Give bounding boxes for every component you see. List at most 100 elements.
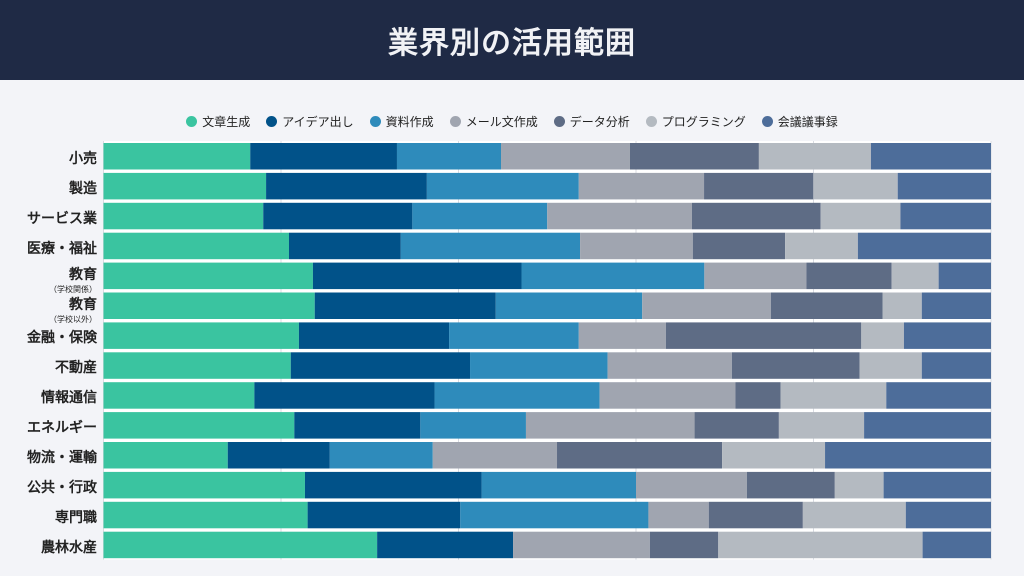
- bar-segment: [780, 382, 887, 409]
- bar-segment: [103, 143, 251, 170]
- category-label: 農林水産: [41, 539, 97, 556]
- bar-segment: [103, 501, 308, 529]
- bar-segment: [521, 262, 705, 290]
- category-label: 小売: [69, 151, 97, 167]
- category-label: 公共・行政: [27, 479, 97, 496]
- bar-segment: [377, 531, 514, 559]
- bar-segment: [400, 232, 581, 260]
- legend-label: 資料作成: [385, 115, 434, 129]
- bar-segment: [254, 382, 435, 409]
- category-label: 医療・福祉: [27, 240, 97, 257]
- bar-segment: [290, 352, 471, 379]
- legend-label: アイデア出し: [282, 115, 354, 129]
- bar-segment: [704, 262, 807, 290]
- bar-segment: [770, 292, 883, 319]
- legend-swatch: [186, 116, 198, 127]
- bar-segment: [578, 172, 705, 200]
- bar-segment: [825, 442, 991, 469]
- bar-segment: [882, 292, 922, 319]
- bar-segment: [103, 202, 264, 230]
- bar-segment: [460, 501, 649, 529]
- category-label: 物流・運輸: [27, 450, 97, 466]
- bar-segment: [547, 202, 692, 230]
- bar-segment: [692, 232, 786, 260]
- bar-segment: [900, 202, 991, 230]
- legend-swatch: [369, 116, 381, 127]
- bar-segment: [718, 531, 923, 559]
- bar-segment: [883, 471, 991, 499]
- bar-segment: [103, 232, 289, 260]
- bar-segment: [857, 232, 991, 260]
- bar-segment: [578, 322, 666, 349]
- bar-segment: [665, 322, 862, 349]
- category-label: 教育: [69, 296, 97, 313]
- bar-segment: [735, 382, 781, 409]
- bar-segment: [864, 412, 991, 439]
- bar-segment: [304, 471, 482, 499]
- bar-segment: [938, 262, 991, 290]
- bar-segment: [778, 412, 865, 439]
- legend-swatch: [266, 116, 278, 127]
- bar-segment: [103, 352, 291, 379]
- bar-segment: [785, 232, 858, 260]
- bar-segment: [636, 471, 747, 499]
- bar-segment: [103, 382, 255, 409]
- bar-segment: [396, 143, 502, 170]
- chart-title: 業界別の活用範囲: [388, 26, 636, 61]
- bar-segment: [903, 322, 991, 349]
- bar-segment: [449, 322, 579, 349]
- category-label: サービス業: [27, 210, 97, 227]
- bar-segment: [329, 442, 433, 469]
- category-label: 専門職: [55, 509, 97, 526]
- category-label: 教育: [69, 266, 97, 283]
- category-label: 金融・保険: [27, 330, 97, 347]
- category-label: 不動産: [55, 360, 97, 377]
- bar-segment: [426, 172, 579, 200]
- bar-segment: [557, 442, 723, 469]
- category-sublabel: （学校以外）: [49, 314, 97, 324]
- bar-segment: [813, 172, 898, 200]
- bar-segment: [922, 531, 991, 559]
- bar-segment: [859, 352, 922, 379]
- legend-item: データ分析: [553, 113, 630, 130]
- bar-segment: [758, 143, 871, 170]
- bar-segment: [420, 412, 526, 439]
- bar-segment: [513, 531, 650, 559]
- bar-segment: [103, 322, 299, 349]
- bar-segment: [470, 352, 608, 379]
- bar-segment: [266, 172, 427, 200]
- bar-segment: [629, 143, 759, 170]
- category-label: エネルギー: [27, 420, 97, 437]
- bar-segment: [886, 382, 991, 409]
- bar-segment: [648, 501, 709, 529]
- legend-item: アイデア出し: [266, 113, 354, 130]
- bar-segment: [525, 412, 695, 439]
- legend-label: 会議議事録: [777, 115, 838, 129]
- bar-segment: [580, 232, 693, 260]
- bar-segment: [731, 352, 860, 379]
- legend-label: データ分析: [569, 115, 630, 129]
- bar-segment: [412, 202, 548, 230]
- bar-segment: [802, 501, 906, 529]
- bar-segment: [298, 322, 450, 349]
- bar-segment: [905, 501, 991, 529]
- bar-segment: [103, 172, 267, 200]
- bar-segment: [432, 442, 558, 469]
- legend-swatch: [645, 116, 657, 127]
- bar-segment: [481, 471, 636, 499]
- bar-segment: [861, 322, 904, 349]
- legend-swatch: [449, 116, 461, 127]
- legend-swatch: [553, 116, 565, 127]
- bar-segment: [607, 352, 732, 379]
- legend-item: 資料作成: [369, 113, 434, 130]
- bar-segment: [834, 471, 884, 499]
- legend-item: 会議議事録: [761, 113, 838, 130]
- bar-segment: [704, 172, 814, 200]
- legend-label: 文章生成: [202, 115, 251, 129]
- bar-segment: [691, 202, 821, 230]
- legend-item: プログラミング: [645, 113, 746, 130]
- bar-segment: [722, 442, 826, 469]
- bar-segment: [250, 143, 397, 170]
- legend-label: メール文作成: [465, 115, 538, 129]
- bar-segment: [746, 471, 835, 499]
